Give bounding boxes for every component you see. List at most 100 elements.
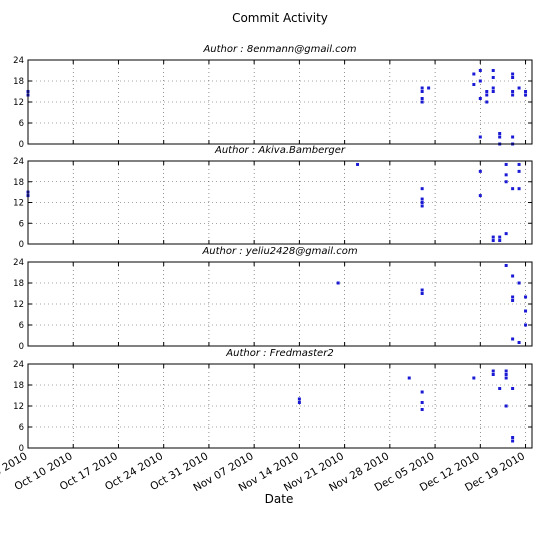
data-point: [427, 86, 431, 90]
y-tick-label: 6: [19, 321, 24, 331]
data-point: [420, 187, 424, 191]
data-point: [517, 341, 521, 344]
panel-title: Author : 8enmann@gmail.com: [202, 44, 356, 55]
data-point: [420, 197, 424, 201]
data-point: [511, 135, 515, 139]
y-tick-label: 18: [13, 178, 24, 188]
data-point: [517, 281, 521, 285]
data-point: [297, 401, 301, 404]
data-point: [356, 162, 360, 166]
data-point: [511, 90, 515, 93]
data-point: [478, 194, 482, 198]
data-point: [485, 90, 489, 93]
data-point: [504, 180, 508, 184]
y-tick-label: 18: [13, 279, 24, 289]
y-tick-label: 0: [19, 444, 24, 454]
data-point: [472, 72, 476, 76]
data-point: [504, 404, 508, 408]
data-point: [498, 387, 502, 390]
y-tick-label: 18: [13, 381, 24, 391]
data-point: [504, 264, 508, 267]
data-point: [511, 337, 515, 341]
data-point: [517, 86, 521, 90]
data-point: [517, 162, 521, 166]
data-point: [491, 373, 495, 376]
data-point: [498, 239, 502, 243]
data-point: [498, 135, 502, 139]
panel-4: Author : Fredmaster2 0 6 12 18 24: [13, 348, 533, 454]
panel-1: Author : 8enmann@gmail.com 0 6 12 18 24: [13, 44, 533, 150]
data-point: [485, 93, 489, 97]
y-tick-label: 0: [19, 140, 24, 150]
panel-title: Author : Fredmaster2: [225, 348, 333, 359]
data-point: [478, 69, 482, 72]
y-tick-label: 24: [13, 360, 24, 370]
data-point: [498, 132, 502, 135]
data-point: [491, 86, 495, 90]
panel-title: Author : Akiva.Bamberger: [214, 145, 346, 156]
data-point: [420, 90, 424, 93]
y-tick-label: 6: [19, 423, 24, 433]
data-point: [504, 369, 508, 373]
data-point: [420, 292, 424, 295]
data-point: [478, 169, 482, 173]
data-point: [420, 97, 424, 100]
data-point: [420, 288, 424, 292]
data-point: [517, 187, 521, 191]
data-point: [511, 387, 515, 390]
y-tick-label: 24: [13, 56, 24, 66]
data-point: [420, 204, 424, 208]
panel-frame: [27, 261, 533, 347]
chart-title: Commit Activity: [232, 11, 328, 25]
y-tick-label: 0: [19, 240, 24, 250]
data-point: [511, 76, 515, 79]
data-point: [524, 90, 528, 93]
data-point: [524, 295, 528, 299]
panels-group: Author : 8enmann@gmail.com06121824Author…: [13, 44, 533, 454]
data-point: [511, 436, 515, 439]
panel-frame: [27, 160, 533, 245]
panel-title: Author : yeliu2428@gmail.com: [201, 246, 357, 257]
data-point: [504, 373, 508, 376]
data-point: [511, 187, 515, 191]
data-point: [511, 439, 515, 443]
data-point: [420, 201, 424, 204]
data-point: [485, 100, 489, 104]
data-point: [472, 376, 476, 380]
data-point: [504, 162, 508, 166]
data-point: [478, 135, 482, 139]
y-tick-label: 6: [19, 219, 24, 229]
data-point: [524, 309, 528, 313]
data-point: [420, 390, 424, 394]
data-point: [491, 69, 495, 72]
y-tick-label: 18: [13, 77, 24, 87]
data-point: [472, 83, 476, 86]
data-point: [504, 173, 508, 177]
data-point: [498, 235, 502, 239]
data-point: [491, 235, 495, 239]
panel-2: Author : Akiva.Bamberger 0 6 12 18 24: [13, 145, 533, 250]
y-tick-label: 6: [19, 119, 24, 129]
data-point: [336, 281, 340, 285]
y-tick-label: 12: [13, 402, 24, 412]
data-point: [511, 274, 515, 278]
data-point: [504, 376, 508, 380]
data-point: [491, 90, 495, 93]
panel-3: Author : yeliu2428@gmail.com 0 6 12 18 24: [13, 246, 533, 352]
data-point: [491, 369, 495, 373]
data-point: [504, 232, 508, 236]
data-point: [420, 401, 424, 404]
y-tick-label: 12: [13, 98, 24, 108]
data-point: [511, 299, 515, 302]
data-point: [420, 86, 424, 90]
data-point: [524, 93, 528, 97]
data-point: [491, 239, 495, 243]
y-tick-label: 0: [19, 342, 24, 352]
panel-frame: [27, 59, 533, 145]
data-point: [478, 79, 482, 83]
data-point: [511, 295, 515, 299]
data-point: [511, 72, 515, 76]
y-tick-label: 12: [13, 199, 24, 209]
